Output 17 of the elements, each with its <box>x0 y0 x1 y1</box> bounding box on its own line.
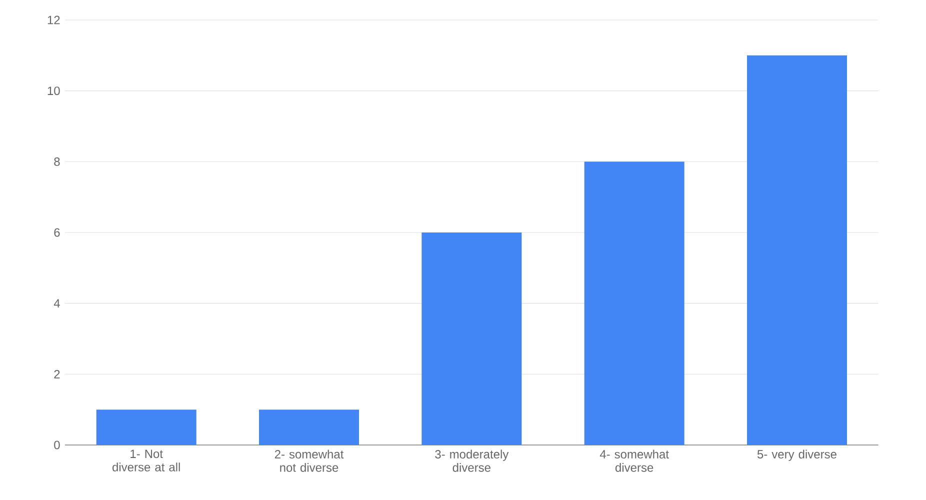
x-tick-label: 5- very diverse <box>757 450 836 461</box>
x-tick-label: 3- moderately diverse <box>435 450 509 472</box>
y-tick-label: 4 <box>54 299 60 308</box>
x-tick-label: 1- Not diverse at all <box>112 450 180 472</box>
x-tick-label: 4- somewhat diverse <box>600 450 669 472</box>
y-tick-label: 6 <box>54 228 60 237</box>
x-tick-label: 2- somewhat not diverse <box>274 450 344 472</box>
y-tick-label: 12 <box>48 16 60 24</box>
bar <box>422 232 522 445</box>
y-tick-label: 2 <box>54 370 60 378</box>
bar <box>259 410 360 445</box>
y-tick-label: 8 <box>54 157 60 166</box>
y-tick-label: 0 <box>54 440 60 450</box>
bar <box>584 162 684 445</box>
bar <box>96 410 196 445</box>
bar <box>746 55 847 445</box>
y-tick-label: 10 <box>48 86 60 96</box>
